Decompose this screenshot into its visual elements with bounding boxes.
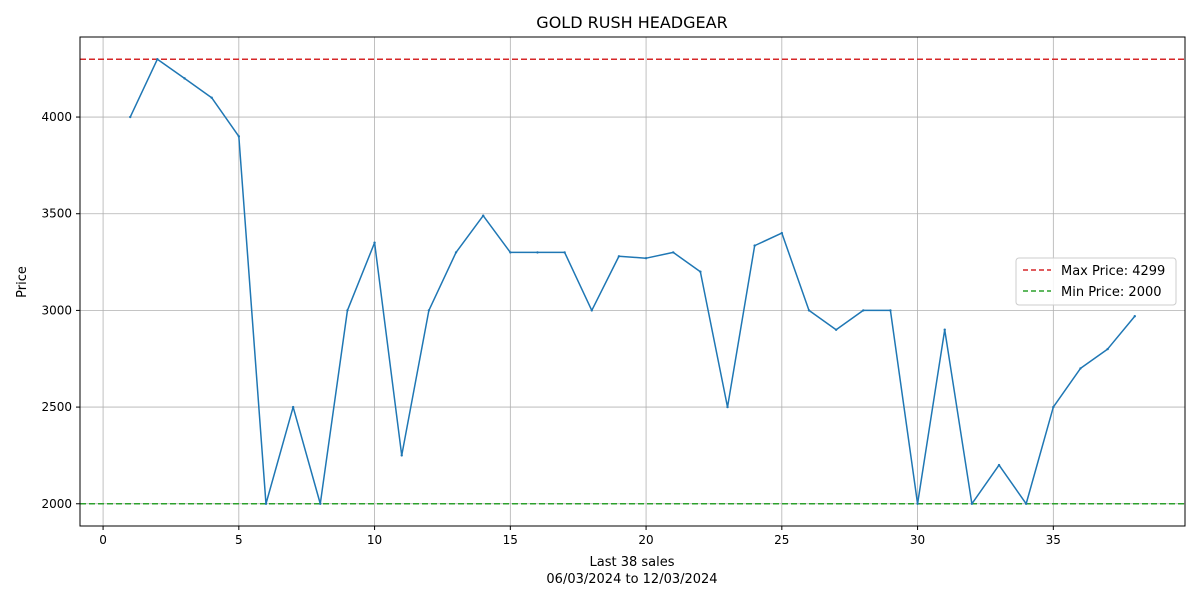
data-point	[156, 58, 159, 61]
data-point	[481, 214, 485, 217]
x-axis-sublabel: 06/03/2024 to 12/03/2024	[546, 572, 717, 587]
x-tick-label: 15	[503, 533, 518, 547]
y-tick-label: 2000	[41, 497, 72, 511]
legend-box	[1015, 257, 1177, 306]
data-point	[780, 231, 784, 235]
x-tick-label: 10	[367, 533, 382, 547]
data-point	[400, 454, 403, 457]
data-point	[346, 309, 349, 312]
y-tick-label: 3000	[41, 303, 72, 317]
data-point	[183, 77, 186, 80]
data-point	[509, 251, 512, 254]
reference-lines	[80, 58, 1185, 505]
legend: Max Price: 4299 Min Price: 2000	[1015, 257, 1177, 306]
data-point	[210, 96, 213, 99]
data-point	[617, 255, 621, 258]
x-axis-label: Last 38 sales	[589, 555, 674, 570]
y-tick-label: 3500	[41, 207, 72, 221]
y-axis-ticks: 2000 2500 3000 3500 4000	[41, 110, 80, 511]
legend-label-max: Max Price: 4299	[1061, 264, 1165, 279]
data-point	[1079, 367, 1082, 370]
x-tick-label: 0	[99, 533, 107, 547]
data-point	[699, 270, 702, 273]
price-series-line	[129, 58, 1136, 505]
x-tick-label: 20	[638, 533, 653, 547]
y-axis-label: Price	[15, 266, 30, 298]
data-point	[889, 309, 892, 312]
data-point	[590, 309, 593, 312]
data-point	[753, 244, 756, 247]
x-tick-label: 5	[235, 533, 243, 547]
y-tick-label: 2500	[41, 400, 72, 414]
data-point	[970, 502, 974, 505]
data-point	[1133, 315, 1136, 318]
data-point	[291, 405, 295, 409]
data-point	[536, 251, 539, 254]
data-point	[644, 257, 648, 260]
data-point	[1024, 502, 1028, 505]
series	[129, 58, 1136, 505]
data-point	[943, 328, 946, 331]
data-point	[997, 463, 1001, 467]
data-point	[916, 502, 919, 505]
data-point	[237, 135, 241, 138]
data-point	[726, 405, 729, 409]
data-point	[1052, 405, 1055, 409]
y-tick-label: 4000	[41, 110, 72, 124]
data-point	[129, 115, 132, 119]
data-point	[373, 241, 376, 244]
data-point	[807, 309, 811, 312]
plot-frame	[79, 36, 1186, 527]
data-point	[563, 251, 566, 254]
data-point	[454, 251, 458, 254]
x-tick-label: 35	[1046, 533, 1061, 547]
data-point	[834, 328, 838, 331]
x-tick-label: 30	[910, 533, 925, 547]
data-point	[264, 502, 268, 505]
data-point	[672, 251, 675, 254]
data-point	[1106, 347, 1109, 351]
x-tick-label: 25	[774, 533, 789, 547]
chart-title: GOLD RUSH HEADGEAR	[536, 13, 727, 32]
data-point	[862, 309, 865, 312]
data-point	[319, 502, 322, 505]
plot-area	[80, 37, 1185, 526]
legend-label-min: Min Price: 2000	[1061, 285, 1162, 300]
data-point	[427, 309, 431, 312]
x-axis-ticks: 0 5 10 15 20 25 30 35	[99, 526, 1061, 547]
